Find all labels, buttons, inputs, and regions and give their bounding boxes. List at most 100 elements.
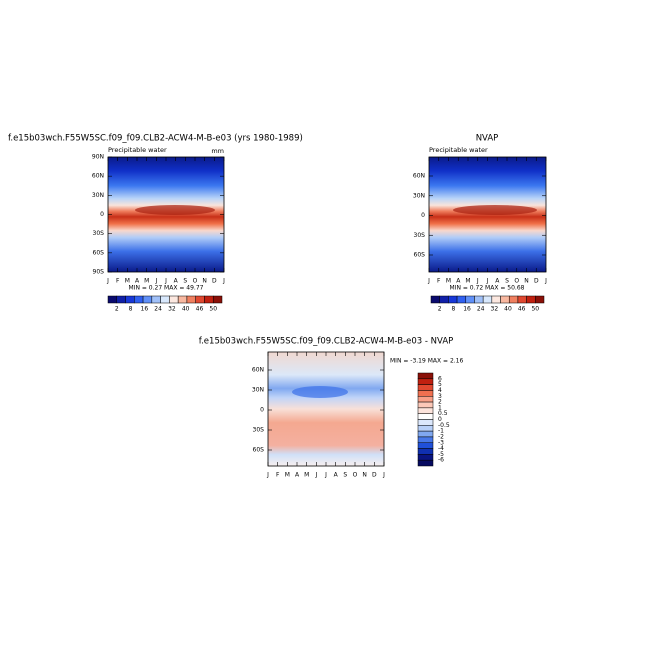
colorbar-label: 46: [196, 306, 204, 313]
colorbar-box: [417, 378, 434, 385]
colorbar-label: 24: [154, 306, 162, 313]
colorbar-box: [204, 295, 214, 304]
colorbar-label: -1: [438, 428, 444, 435]
x-tick-label: J: [314, 472, 317, 479]
colorbar-box: [116, 295, 126, 304]
x-tick-label: O: [193, 278, 198, 285]
colorbar-box: [500, 295, 510, 304]
x-tick-label: M: [144, 278, 149, 285]
colorbar-label: 3: [438, 393, 442, 400]
colorbar-box: [142, 295, 153, 304]
y-tick-label: 60S: [93, 249, 105, 256]
colorbar-label: 32: [168, 306, 176, 313]
colorbar-box: [107, 295, 118, 304]
stats: MIN = 0.72 MAX = 50.68: [450, 285, 525, 292]
x-tick-label: M: [125, 278, 130, 285]
panel-subtitle: Precipitable water: [429, 146, 488, 154]
y-tick-label: 30N: [413, 192, 425, 199]
colorbar-box: [417, 390, 434, 397]
colorbar-box: [508, 295, 519, 304]
y-tick-label: 0: [260, 407, 264, 414]
field: [267, 351, 385, 467]
colorbar-label: -6: [438, 457, 444, 464]
colorbar-label: 2: [438, 399, 442, 406]
y-tick-label: 60N: [252, 367, 264, 374]
colorbar-box: [186, 295, 196, 304]
colorbar-box: [417, 454, 434, 461]
y-tick-label: 90S: [93, 269, 105, 276]
colorbar-label: -2: [438, 433, 444, 440]
x-tick-label: J: [324, 472, 327, 479]
x-tick-label: M: [285, 472, 290, 479]
x-tick-label: S: [505, 278, 509, 285]
colorbar-label: 40: [504, 306, 512, 313]
colorbar-label: 4: [438, 387, 442, 394]
x-tick-label: F: [116, 278, 120, 285]
colorbar-box: [465, 295, 475, 304]
colorbar-box: [517, 295, 527, 304]
colorbar-box: [417, 430, 434, 438]
colorbar-box: [535, 295, 545, 304]
x-tick-label: F: [437, 278, 441, 285]
x-tick-label: J: [222, 278, 225, 285]
colorbar-box: [151, 295, 161, 304]
colorbar-box: [482, 295, 493, 304]
x-tick-label: F: [276, 472, 280, 479]
colorbar-box: [417, 436, 434, 443]
colorbar-label: 8: [129, 306, 133, 313]
x-tick-label: S: [183, 278, 187, 285]
y-tick-label: 90N: [92, 154, 104, 161]
x-tick-label: A: [174, 278, 179, 285]
colorbar-box: [430, 295, 440, 304]
y-tick-label: 30S: [414, 232, 426, 239]
colorbar-box: [439, 295, 449, 304]
x-tick-label: J: [106, 278, 109, 285]
x-tick-label: J: [544, 278, 547, 285]
colorbar-box: [474, 295, 484, 304]
colorbar-box: [417, 384, 434, 391]
units: mm: [211, 147, 224, 155]
colorbar-label: 16: [463, 306, 471, 313]
panel-title: f.e15b03wch.F55W5SC.f09_f09.CLB2-ACW4-M-…: [199, 337, 454, 347]
stats: MIN = 0.27 MAX = 49.77: [129, 285, 204, 292]
colorbar-label: 50: [209, 306, 217, 313]
colorbar-box: [212, 295, 223, 304]
colorbar-label: 8: [451, 306, 455, 313]
x-tick-label: N: [524, 278, 529, 285]
x-tick-label: J: [154, 278, 157, 285]
colorbar-box: [417, 396, 434, 403]
x-tick-label: A: [334, 472, 339, 479]
colorbar-label: 32: [491, 306, 499, 313]
x-tick-label: M: [446, 278, 451, 285]
stats: MIN = -3.19 MAX = 2.16: [390, 358, 463, 365]
y-tick-label: 30N: [92, 192, 104, 199]
colorbar-box: [195, 295, 205, 304]
colorbar-label: 46: [518, 306, 526, 313]
colorbar-box: [491, 295, 501, 304]
colorbar-box: [134, 295, 144, 304]
y-tick-label: 0: [421, 212, 425, 219]
colorbar-label: 24: [477, 306, 485, 313]
y-tick-label: 30N: [252, 387, 264, 394]
x-tick-label: A: [495, 278, 500, 285]
colorbar-box: [448, 295, 458, 304]
colorbar-label: 50: [531, 306, 539, 313]
x-tick-label: J: [382, 472, 385, 479]
y-tick-label: 60N: [92, 173, 104, 180]
y-tick-label: 60S: [253, 447, 265, 454]
y-tick-label: 60N: [413, 173, 425, 180]
colorbar-box: [417, 419, 434, 426]
colorbar-box: [417, 372, 434, 380]
x-tick-label: J: [427, 278, 430, 285]
y-tick-label: 30S: [253, 427, 265, 434]
y-tick-label: 0: [100, 211, 104, 218]
x-tick-label: A: [295, 472, 300, 479]
colorbar-label: 16: [141, 306, 149, 313]
x-tick-label: D: [212, 278, 217, 285]
colorbar-box: [417, 442, 434, 449]
y-tick-label: 30S: [93, 230, 105, 237]
colorbar-box: [417, 413, 434, 420]
x-tick-label: N: [202, 278, 207, 285]
colorbar-label: -5: [438, 451, 444, 458]
